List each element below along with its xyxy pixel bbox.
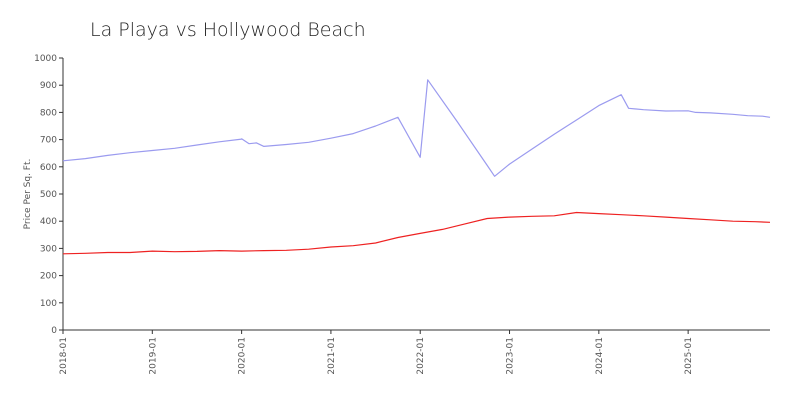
x-tick-label: 2018-01 bbox=[59, 337, 69, 375]
series-line-1 bbox=[62, 211, 771, 255]
x-tick-label: 2024-01 bbox=[595, 337, 605, 375]
series-group bbox=[62, 79, 771, 255]
x-tick-label: 2021-01 bbox=[327, 337, 337, 375]
y-tick-label: 0 bbox=[51, 326, 57, 336]
x-tick-label: 2019-01 bbox=[148, 337, 158, 375]
y-axis-label: Price Per Sq. Ft. bbox=[23, 159, 33, 230]
x-tick-label: 2025-01 bbox=[684, 337, 694, 375]
y-tick-label: 200 bbox=[40, 272, 57, 282]
x-ticks: 2018-01 2019-01 2020-01 2021-01 2022-01 2023-… bbox=[59, 330, 694, 375]
series-line-0 bbox=[62, 79, 771, 177]
y-tick-label: 500 bbox=[40, 190, 57, 200]
y-tick-label: 300 bbox=[40, 244, 57, 254]
y-tick-label: 900 bbox=[40, 81, 57, 91]
y-tick-label: 700 bbox=[40, 136, 57, 146]
y-tick-label: 100 bbox=[40, 299, 57, 309]
x-tick-label: 2023-01 bbox=[506, 337, 516, 375]
y-tick-label: 600 bbox=[40, 163, 57, 173]
y-ticks: 0 100 200 300 400 500 600 700 800 900 1000 bbox=[34, 54, 63, 336]
x-tick-label: 2022-01 bbox=[416, 337, 426, 375]
y-tick-label: 1000 bbox=[34, 54, 57, 64]
chart-title: La Playa vs Hollywood Beach bbox=[90, 19, 366, 41]
x-tick-label: 2020-01 bbox=[238, 337, 248, 375]
y-tick-label: 800 bbox=[40, 108, 57, 118]
y-tick-label: 400 bbox=[40, 217, 57, 227]
